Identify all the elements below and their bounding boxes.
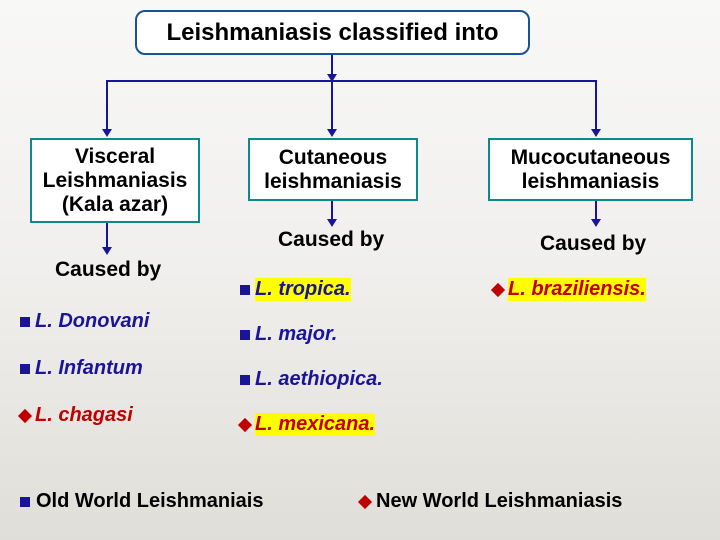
- species-item: L. braziliensis.: [493, 278, 646, 301]
- species-label: L. mexicana.: [255, 413, 375, 436]
- arrow-visceral-caused: [106, 223, 108, 253]
- category-label-mucocutaneous: Mucocutaneous leishmaniasis: [496, 146, 685, 194]
- diamond-bullet-icon: [358, 494, 372, 508]
- species-list-mucocutaneous: L. braziliensis.: [493, 278, 646, 317]
- species-label: L. braziliensis.: [508, 278, 646, 301]
- species-list-visceral: L. Donovani L. Infantum L. chagasi: [20, 310, 149, 443]
- species-label: L. Infantum: [35, 357, 143, 380]
- category-label-visceral: Visceral Leishmaniasis (Kala azar): [38, 145, 192, 217]
- category-box-mucocutaneous: Mucocutaneous leishmaniasis: [488, 138, 693, 201]
- arrow-to-mucocutaneous: [595, 80, 597, 135]
- species-label: L. chagasi: [35, 404, 133, 427]
- category-label-cutaneous: Cutaneous leishmaniasis: [256, 146, 410, 194]
- species-item: L. major.: [240, 323, 383, 346]
- connector-horizontal: [106, 80, 596, 82]
- species-list-cutaneous: L. tropica. L. major. L. aethiopica. L. …: [240, 278, 383, 452]
- legend-new-world-label: New World Leishmaniasis: [376, 490, 622, 513]
- species-label: L. major.: [255, 323, 337, 346]
- legend-new-world: New World Leishmaniasis: [360, 490, 622, 513]
- diamond-bullet-icon: [18, 408, 32, 422]
- caused-by-mucocutaneous: Caused by: [540, 232, 646, 256]
- species-item: L. mexicana.: [240, 413, 383, 436]
- caused-by-cutaneous: Caused by: [278, 228, 384, 252]
- category-box-cutaneous: Cutaneous leishmaniasis: [248, 138, 418, 201]
- arrow-mucocutaneous-caused: [595, 201, 597, 225]
- species-label: L. aethiopica.: [255, 368, 383, 391]
- square-bullet-icon: [20, 364, 30, 374]
- arrow-title-down: [331, 55, 333, 80]
- square-bullet-icon: [20, 317, 30, 327]
- square-bullet-icon: [240, 330, 250, 340]
- category-box-visceral: Visceral Leishmaniasis (Kala azar): [30, 138, 200, 223]
- diamond-bullet-icon: [491, 282, 505, 296]
- species-item: L. tropica.: [240, 278, 383, 301]
- diamond-bullet-icon: [238, 417, 252, 431]
- arrow-to-cutaneous: [331, 80, 333, 135]
- caused-by-visceral: Caused by: [55, 258, 161, 282]
- title-text: Leishmaniasis classified into: [166, 19, 498, 47]
- species-item: L. Donovani: [20, 310, 149, 333]
- legend-old-world-label: Old World Leishmaniais: [36, 490, 263, 513]
- square-bullet-icon: [240, 285, 250, 295]
- title-box: Leishmaniasis classified into: [135, 10, 530, 55]
- square-bullet-icon: [240, 375, 250, 385]
- arrow-cutaneous-caused: [331, 201, 333, 225]
- species-item: L. chagasi: [20, 404, 149, 427]
- arrow-to-visceral: [106, 80, 108, 135]
- legend-old-world: Old World Leishmaniais: [20, 490, 263, 513]
- species-label: L. Donovani: [35, 310, 149, 333]
- species-item: L. Infantum: [20, 357, 149, 380]
- species-item: L. aethiopica.: [240, 368, 383, 391]
- species-label: L. tropica.: [255, 278, 351, 301]
- square-bullet-icon: [20, 497, 30, 507]
